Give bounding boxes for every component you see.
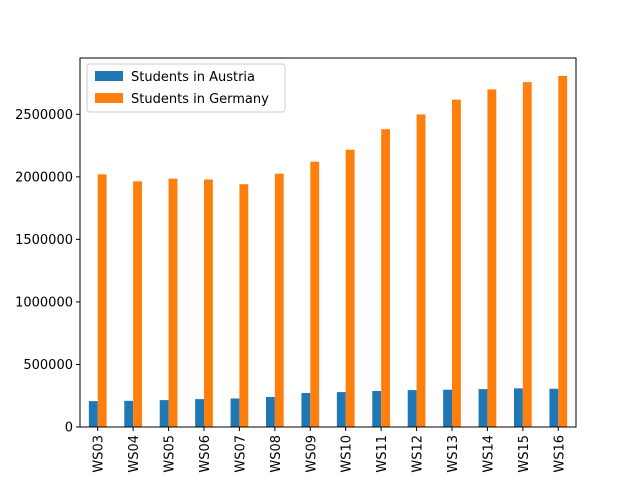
bar-series-0-WS14	[478, 389, 488, 427]
x-tick-label: WS14	[481, 435, 496, 473]
bar-series-1-WS04	[133, 181, 142, 427]
bar-series-0-WS07	[230, 398, 240, 427]
x-tick-label: WS11	[375, 435, 390, 473]
bar-series-1-WS08	[274, 173, 284, 427]
bar-series-0-WS05	[159, 400, 169, 427]
bar-series-0-WS13	[443, 389, 452, 427]
bar-series-1-WS03	[97, 174, 107, 427]
bar-series-1-WS13	[452, 99, 461, 427]
x-tick-label: WS05	[163, 435, 178, 473]
bar-series-0-WS11	[372, 390, 382, 427]
legend: Students in Austria Students in Germany	[86, 63, 286, 113]
bar-series-1-WS14	[487, 89, 497, 427]
x-tick-label: WS16	[552, 435, 567, 473]
bar-series-1-WS09	[310, 161, 320, 427]
bar-series-0-WS08	[266, 396, 275, 427]
bar-series-1-WS16	[558, 75, 568, 427]
y-tick-label: 500000	[23, 358, 73, 373]
bar-series-0-WS09	[301, 392, 311, 427]
bars-layer	[88, 75, 568, 428]
legend-box	[86, 63, 286, 113]
bar-series-0-WS03	[88, 401, 98, 427]
x-tick-label: WS08	[269, 435, 284, 473]
y-tick-label: 2000000	[15, 170, 73, 185]
bar-series-0-WS16	[549, 388, 559, 427]
bar-series-1-WS05	[168, 178, 178, 427]
bar-series-0-WS04	[124, 400, 134, 427]
legend-swatch-0	[95, 71, 123, 81]
legend-label-1: Students in Germany	[131, 92, 269, 107]
x-tick-label: WS10	[340, 435, 355, 473]
bar-series-1-WS07	[239, 184, 249, 427]
bar-series-1-WS15	[522, 82, 532, 427]
x-tick-label: WS07	[233, 435, 248, 473]
bar-series-1-WS06	[204, 179, 213, 427]
y-tick-label: 2500000	[15, 108, 73, 123]
bar-series-1-WS12	[416, 114, 426, 428]
x-tick-label: WS06	[198, 435, 213, 473]
x-tick-label: WS03	[92, 435, 107, 473]
x-tick-label: WS04	[127, 435, 142, 473]
axes-layer: 0 500000 1000000 1500000 2000000 2500000 WS03 W…	[15, 57, 577, 473]
x-tick-label: WS09	[304, 435, 319, 473]
y-tick-label: 1000000	[15, 295, 73, 310]
x-tick-label: WS13	[446, 435, 461, 473]
x-tick-label: WS15	[517, 435, 532, 473]
y-tick-label: 0	[65, 421, 73, 436]
bar-series-0-WS12	[407, 390, 417, 427]
bar-series-0-WS10	[336, 392, 346, 427]
bar-series-0-WS06	[195, 399, 204, 427]
plot-frame	[79, 57, 577, 428]
bar-series-1-WS11	[381, 129, 390, 427]
bar-series-0-WS15	[514, 388, 523, 427]
y-tick-label: 1500000	[15, 233, 73, 248]
x-tick-label: WS12	[411, 435, 426, 473]
legend-label-0: Students in Austria	[131, 70, 255, 85]
bar-series-1-WS10	[345, 149, 355, 427]
legend-swatch-1	[95, 93, 123, 103]
